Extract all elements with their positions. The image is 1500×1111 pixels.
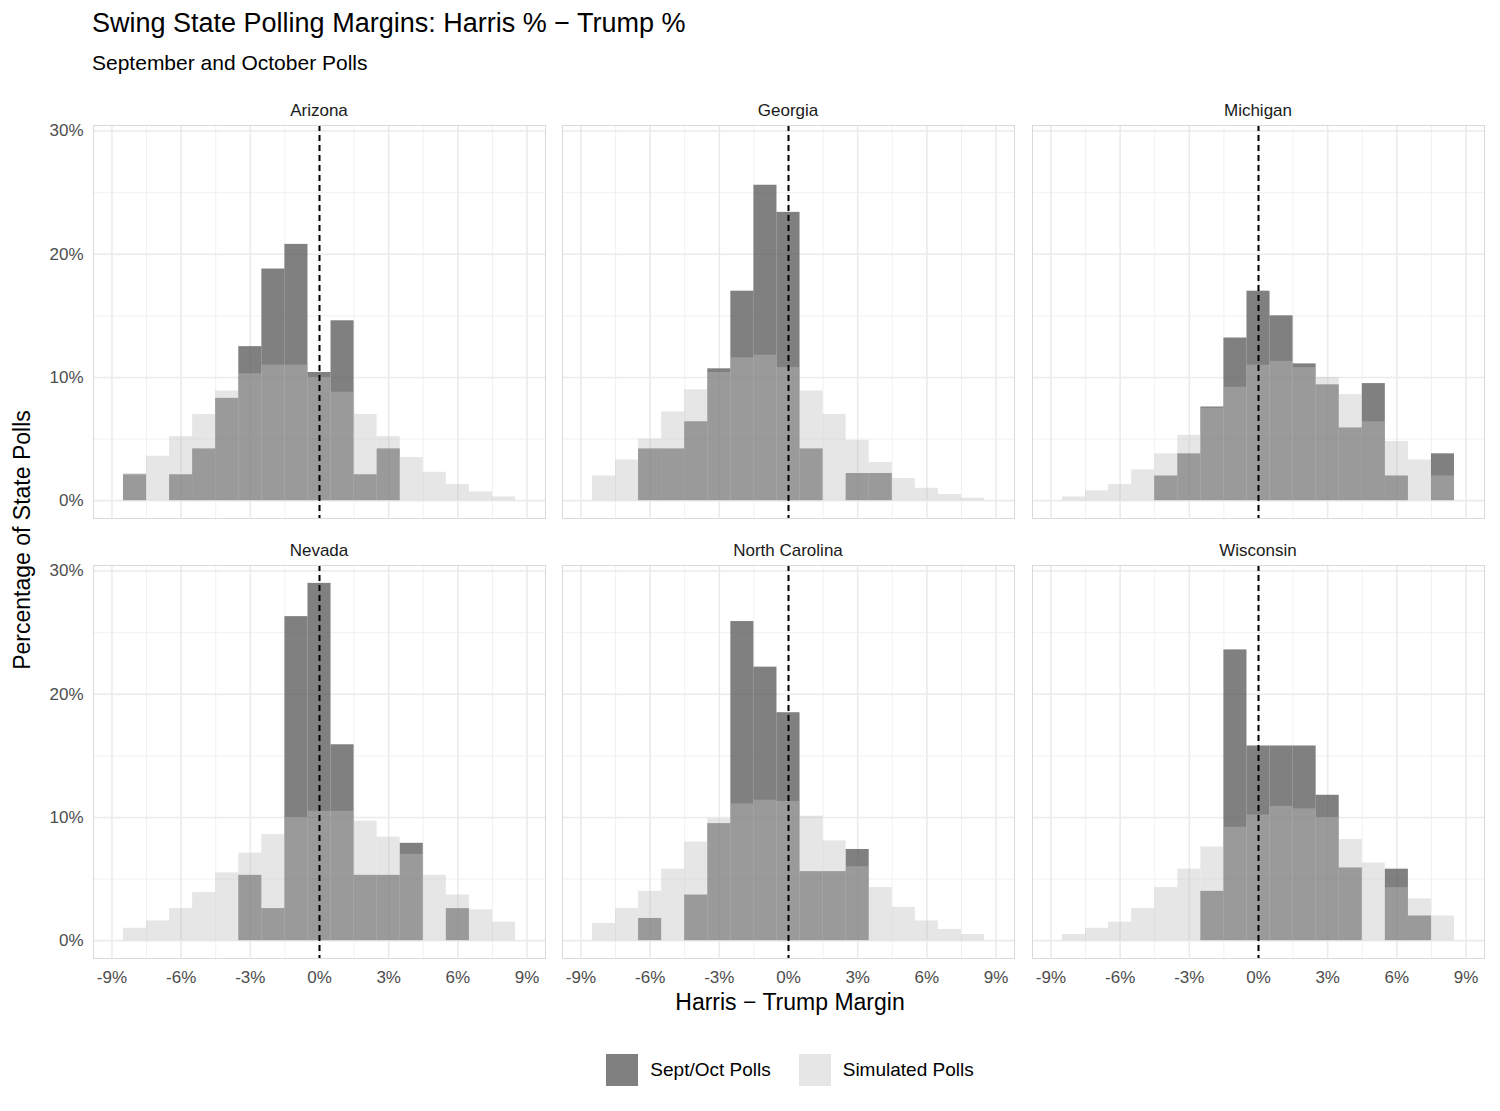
svg-text:0%: 0% <box>307 968 332 987</box>
html-text:Arizona: Arizona <box>290 101 348 120</box>
svg-text:-6%: -6% <box>635 968 665 987</box>
html-text:Nevada: Nevada <box>289 541 349 560</box>
svg-text:9%: 9% <box>1454 968 1479 987</box>
html-text:Wisconsin: Wisconsin <box>1219 541 1297 560</box>
svg-text:9%: 9% <box>515 968 540 987</box>
svg-text:20%: 20% <box>49 685 83 704</box>
svg-text:0%: 0% <box>776 968 801 987</box>
html-text:Sept/Oct Polls: Sept/Oct Polls <box>650 1059 771 1080</box>
svg-text:-3%: -3% <box>1174 968 1204 987</box>
svg-text:0%: 0% <box>59 491 84 510</box>
svg-text:3%: 3% <box>845 968 870 987</box>
html-text:Georgia: Georgia <box>757 101 819 120</box>
svg-text:-9%: -9% <box>1036 968 1066 987</box>
svg-text:-6%: -6% <box>1105 968 1135 987</box>
svg-text:3%: 3% <box>1315 968 1340 987</box>
svg-text:6%: 6% <box>915 968 940 987</box>
html-text:North Carolina: North Carolina <box>733 541 843 560</box>
svg-text:10%: 10% <box>49 368 83 387</box>
svg-text:6%: 6% <box>1385 968 1410 987</box>
svg-text:-9%: -9% <box>97 968 127 987</box>
html-text:Percentage of State Polls: Percentage of State Polls <box>8 410 35 670</box>
svg-text:-3%: -3% <box>704 968 734 987</box>
svg-text:0%: 0% <box>59 931 84 950</box>
svg-text:-3%: -3% <box>235 968 265 987</box>
svg-text:9%: 9% <box>984 968 1009 987</box>
svg-text:10%: 10% <box>49 808 83 827</box>
svg-text:6%: 6% <box>446 968 471 987</box>
svg-text:30%: 30% <box>49 561 83 580</box>
svg-text:-6%: -6% <box>166 968 196 987</box>
html-text:Simulated Polls: Simulated Polls <box>842 1059 974 1080</box>
html-text:Harris − Trump Margin: Harris − Trump Margin <box>675 989 905 1015</box>
svg-text:30%: 30% <box>49 121 83 140</box>
html-text:Swing State Polling Margins: H: Swing State Polling Margins: Harris % − … <box>92 8 686 38</box>
svg-text:3%: 3% <box>376 968 401 987</box>
svg-text:-9%: -9% <box>566 968 596 987</box>
html-text:September and October Polls: September and October Polls <box>92 51 368 74</box>
html-text:Michigan: Michigan <box>1224 101 1292 120</box>
svg-text:0%: 0% <box>1246 968 1271 987</box>
svg-text:20%: 20% <box>49 245 83 264</box>
